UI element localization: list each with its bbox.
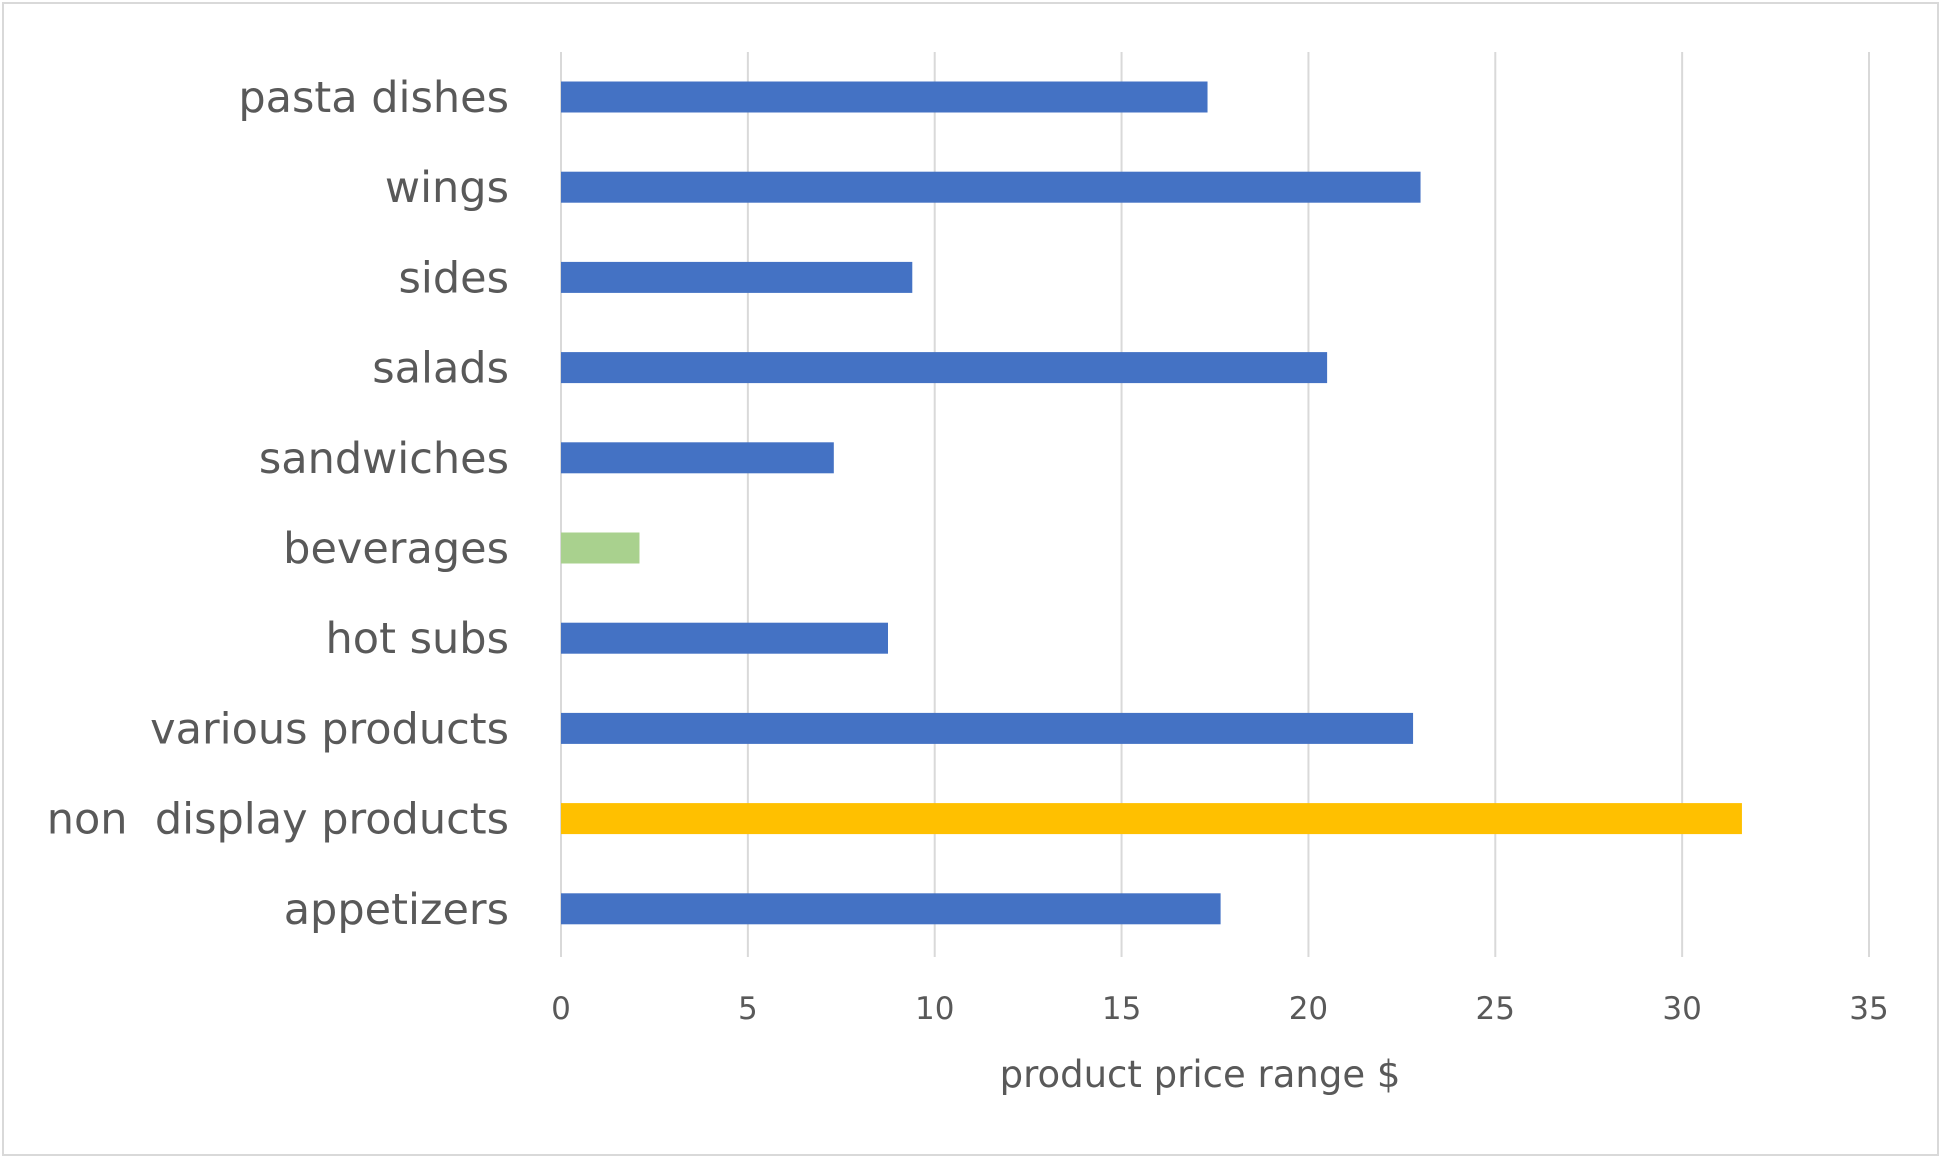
category-label: salads [372, 344, 509, 394]
category-label: wings [385, 163, 509, 213]
category-labels: pasta dishes wings sides salads sandwiches be… [47, 73, 509, 935]
category-label: hot subs [326, 614, 509, 664]
bar [561, 352, 1328, 384]
x-tick-labels: 0 5 10 15 20 25 30 35 [551, 991, 1889, 1027]
x-tick-label: 15 [1102, 991, 1141, 1027]
category-label: appetizers [284, 885, 509, 935]
bar [561, 532, 640, 564]
category-label: various products [150, 704, 509, 754]
x-tick-label: 0 [551, 991, 571, 1027]
bar [561, 622, 888, 654]
category-label: pasta dishes [238, 73, 509, 123]
bar [561, 712, 1414, 744]
bar [561, 803, 1742, 835]
category-label: non display products [47, 795, 509, 845]
x-tick-label: 25 [1476, 991, 1515, 1027]
category-label: beverages [283, 524, 509, 574]
bar [561, 442, 834, 474]
bar [561, 893, 1221, 925]
bar [561, 81, 1208, 113]
bars [561, 81, 1742, 925]
x-tick-label: 30 [1662, 991, 1701, 1027]
category-label: sandwiches [259, 434, 509, 484]
x-axis-title: product price range $ [1000, 1053, 1401, 1096]
x-tick-label: 20 [1289, 991, 1328, 1027]
bar [561, 171, 1421, 203]
x-tick-label: 35 [1849, 991, 1888, 1027]
x-tick-label: 5 [738, 991, 758, 1027]
bar [561, 261, 913, 293]
category-label: sides [398, 253, 509, 303]
x-tick-label: 10 [915, 991, 954, 1027]
